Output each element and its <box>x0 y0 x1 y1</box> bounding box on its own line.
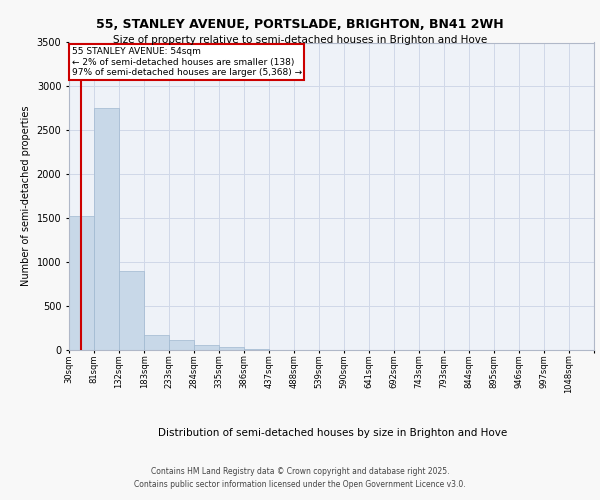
Bar <box>194 344 218 350</box>
Text: Distribution of semi-detached houses by size in Brighton and Hove: Distribution of semi-detached houses by … <box>158 428 508 438</box>
Bar <box>144 334 169 350</box>
Bar <box>244 348 269 350</box>
Y-axis label: Number of semi-detached properties: Number of semi-detached properties <box>21 106 31 286</box>
Text: Contains HM Land Registry data © Crown copyright and database right 2025.: Contains HM Land Registry data © Crown c… <box>151 467 449 476</box>
Text: Size of property relative to semi-detached houses in Brighton and Hove: Size of property relative to semi-detach… <box>113 35 487 45</box>
Bar <box>69 216 94 350</box>
Text: 55 STANLEY AVENUE: 54sqm
← 2% of semi-detached houses are smaller (138)
97% of s: 55 STANLEY AVENUE: 54sqm ← 2% of semi-de… <box>71 47 302 77</box>
Text: Contains public sector information licensed under the Open Government Licence v3: Contains public sector information licen… <box>134 480 466 489</box>
Bar <box>94 108 119 350</box>
Text: 55, STANLEY AVENUE, PORTSLADE, BRIGHTON, BN41 2WH: 55, STANLEY AVENUE, PORTSLADE, BRIGHTON,… <box>96 18 504 30</box>
Bar <box>169 340 194 350</box>
Bar <box>219 348 244 350</box>
Bar <box>119 271 144 350</box>
